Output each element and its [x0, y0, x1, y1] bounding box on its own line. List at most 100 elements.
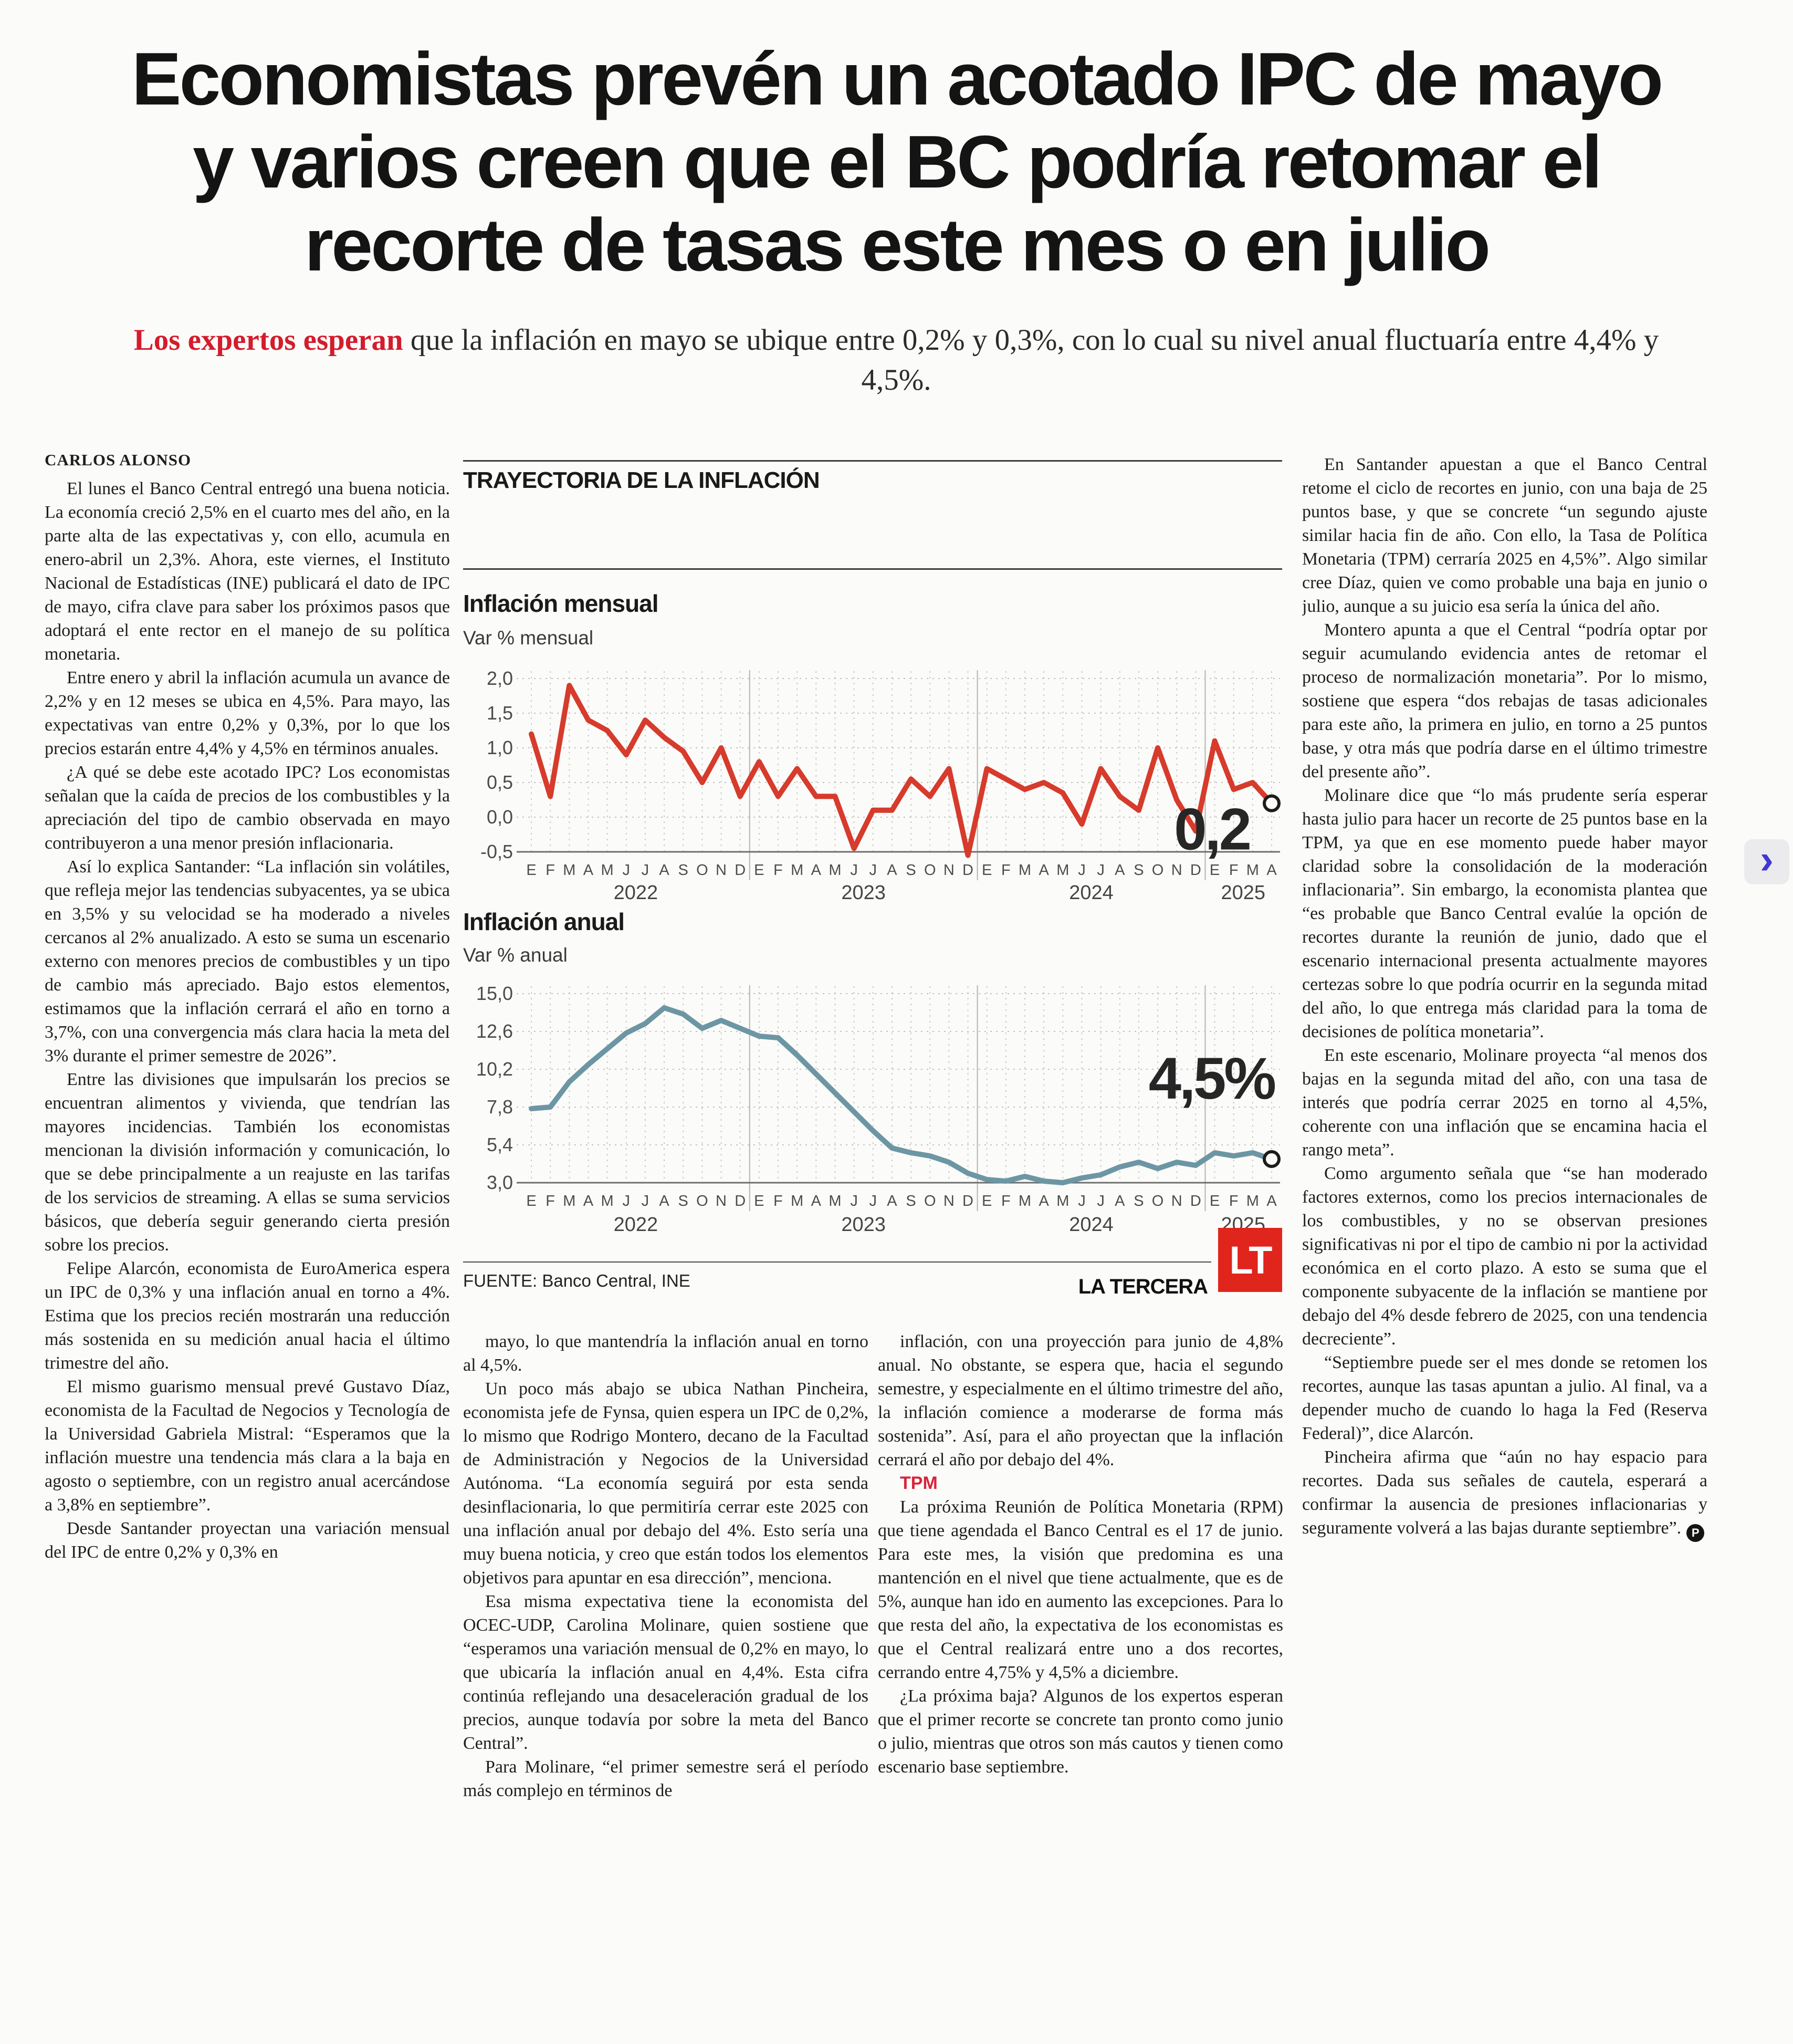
subheadline-rest: que la inflación en mayo se ubique entre… [403, 324, 1659, 397]
svg-text:E: E [1210, 1193, 1220, 1209]
column-3: inflación, con una proyección para junio… [878, 1330, 1283, 2033]
svg-text:J: J [1078, 862, 1086, 879]
svg-text:M: M [1056, 862, 1069, 879]
svg-text:A: A [811, 1193, 822, 1209]
svg-text:O: O [924, 1193, 936, 1209]
svg-text:F: F [1001, 1193, 1011, 1209]
svg-text:A: A [583, 1193, 594, 1209]
svg-text:N: N [716, 1193, 727, 1209]
svg-text:D: D [1190, 1193, 1201, 1209]
paragraph: “Septiembre puede ser el mes donde se re… [1302, 1353, 1707, 1443]
svg-text:O: O [924, 862, 936, 879]
svg-text:F: F [1229, 1193, 1239, 1209]
paragraph: Como argumento señala que “se han modera… [1302, 1164, 1707, 1349]
svg-text:S: S [906, 1193, 916, 1209]
svg-text:12,6: 12,6 [476, 1020, 513, 1042]
svg-text:A: A [583, 862, 594, 879]
svg-text:D: D [1190, 862, 1201, 879]
svg-text:J: J [1097, 1193, 1105, 1209]
svg-text:7,8: 7,8 [487, 1096, 513, 1118]
paragraph: ¿A qué se debe este acotado IPC? Los eco… [45, 763, 450, 853]
svg-text:D: D [962, 862, 973, 879]
svg-text:O: O [696, 862, 708, 879]
svg-text:J: J [869, 1193, 877, 1209]
lt-logo-text: LT [1229, 1238, 1273, 1282]
svg-text:E: E [982, 1193, 992, 1209]
svg-text:1,5: 1,5 [487, 702, 513, 724]
svg-text:0,5: 0,5 [487, 771, 513, 793]
divider [463, 1261, 1211, 1263]
paragraph: Montero apunta a que el Central “podría … [1302, 620, 1707, 781]
svg-text:A: A [659, 1193, 669, 1209]
svg-text:2022: 2022 [614, 882, 658, 904]
svg-text:E: E [982, 862, 992, 879]
inflation-infographic: TRAYECTORIA DE LA INFLACIÓN Inflación me… [463, 452, 1282, 1305]
paragraph: ¿La próxima baja? Algunos de los experto… [878, 1686, 1283, 1777]
paragraph-text: Pincheira afirma que “aún no hay espacio… [1302, 1447, 1707, 1538]
svg-text:D: D [962, 1193, 973, 1209]
svg-text:2025: 2025 [1221, 882, 1265, 904]
infographic-kicker: TRAYECTORIA DE LA INFLACIÓN [463, 467, 820, 493]
svg-text:1,0: 1,0 [487, 737, 513, 758]
column-1: CARLOS ALONSO El lunes el Banco Central … [45, 451, 450, 2031]
svg-text:E: E [1210, 862, 1220, 879]
chevron-right-icon: › [1760, 836, 1774, 882]
svg-text:M: M [829, 862, 841, 879]
svg-text:A: A [887, 1193, 897, 1209]
paragraph: Así lo explica Santander: “La inflación … [45, 857, 450, 1066]
svg-text:2,0: 2,0 [487, 668, 513, 689]
svg-text:N: N [1171, 1193, 1182, 1209]
paragraph: Esa misma expectativa tiene la economist… [463, 1592, 868, 1753]
headline-line-2: y varios creen que el BC podría retomar … [193, 120, 1602, 204]
svg-text:F: F [773, 862, 783, 879]
svg-text:A: A [1039, 1193, 1049, 1209]
svg-text:J: J [850, 862, 858, 879]
paragraph: mayo, lo que mantendría la inflación anu… [463, 1332, 868, 1375]
svg-text:E: E [754, 1193, 764, 1209]
annual-chart-title: Inflación anual [463, 908, 625, 935]
svg-text:J: J [1078, 1193, 1086, 1209]
byline: CARLOS ALONSO [45, 451, 192, 469]
svg-text:A: A [1039, 862, 1049, 879]
next-page-button[interactable]: › [1744, 839, 1789, 884]
svg-text:E: E [754, 862, 764, 879]
svg-text:N: N [943, 862, 955, 879]
svg-text:M: M [1019, 862, 1031, 879]
svg-text:A: A [659, 862, 669, 879]
headline-line-3: recorte de tasas este mes o en julio [304, 203, 1491, 287]
svg-text:2023: 2023 [841, 882, 886, 904]
paragraph: Entre enero y abril la inflación acumula… [45, 668, 450, 758]
svg-text:M: M [563, 1193, 575, 1209]
svg-text:N: N [716, 862, 727, 879]
subheadline: Los expertos esperan que la inflación en… [119, 320, 1673, 400]
svg-text:5,4: 5,4 [487, 1134, 513, 1155]
svg-text:J: J [642, 1193, 649, 1209]
svg-text:0,0: 0,0 [487, 806, 513, 828]
svg-text:S: S [678, 1193, 688, 1209]
tpm-subhead: TPM [900, 1473, 938, 1493]
svg-text:4,5%: 4,5% [1149, 1046, 1275, 1111]
svg-text:M: M [1246, 1193, 1259, 1209]
svg-text:F: F [1001, 862, 1011, 879]
lt-logo: LT [1218, 1228, 1282, 1292]
svg-text:N: N [943, 1193, 955, 1209]
headline-line-1: Economistas prevén un acotado IPC de may… [131, 37, 1663, 121]
svg-text:M: M [1019, 1193, 1031, 1209]
svg-text:J: J [642, 862, 649, 879]
svg-text:F: F [773, 1193, 783, 1209]
paragraph: Pincheira afirma que “aún no hay espacio… [1302, 1445, 1707, 1542]
svg-text:A: A [887, 862, 897, 879]
divider [463, 460, 1282, 462]
annual-chart-subtitle: Var % anual [463, 944, 568, 966]
svg-text:J: J [850, 1193, 858, 1209]
article-end-icon: P [1686, 1524, 1705, 1542]
page-title: Economistas prevén un acotado IPC de may… [39, 38, 1754, 287]
svg-text:M: M [829, 1193, 841, 1209]
svg-text:F: F [546, 862, 555, 879]
paragraph: Felipe Alarcón, economista de EuroAmeric… [45, 1259, 450, 1373]
svg-text:N: N [1171, 862, 1182, 879]
monthly-inflation-chart: 2,01,51,00,50,0-0,5 0,2E F M A M J J A S O N D E F M A M J… [480, 668, 1281, 904]
svg-text:S: S [1134, 1193, 1144, 1209]
paragraph: Para Molinare, “el primer semestre será … [463, 1757, 868, 1800]
svg-text:O: O [696, 1193, 708, 1209]
